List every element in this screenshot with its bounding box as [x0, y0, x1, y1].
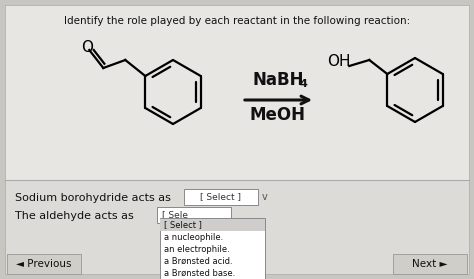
Text: v: v [262, 192, 268, 202]
FancyBboxPatch shape [160, 219, 265, 231]
Text: Next ►: Next ► [412, 259, 448, 269]
Text: a Brønsted acid.: a Brønsted acid. [164, 256, 233, 266]
FancyBboxPatch shape [5, 5, 469, 180]
FancyBboxPatch shape [157, 207, 231, 223]
FancyBboxPatch shape [393, 254, 467, 274]
Text: [ Select ]: [ Select ] [201, 193, 241, 201]
Text: OH: OH [328, 54, 351, 69]
FancyBboxPatch shape [5, 180, 469, 274]
FancyBboxPatch shape [7, 254, 81, 274]
Text: a Brønsted base.: a Brønsted base. [164, 268, 235, 278]
FancyBboxPatch shape [184, 189, 258, 205]
Text: [ Sele: [ Sele [162, 210, 188, 220]
Text: [ Select ]: [ Select ] [164, 220, 202, 230]
Text: ◄ Previous: ◄ Previous [16, 259, 72, 269]
Text: The aldehyde acts as: The aldehyde acts as [15, 211, 134, 221]
Text: a nucleophile.: a nucleophile. [164, 232, 223, 242]
Text: Identify the role played by each reactant in the following reaction:: Identify the role played by each reactan… [64, 16, 410, 26]
Text: an electrophile.: an electrophile. [164, 244, 230, 254]
Text: NaBH: NaBH [252, 71, 304, 89]
Text: O: O [81, 40, 93, 54]
Text: 4: 4 [299, 79, 307, 89]
Text: Sodium borohydride acts as: Sodium borohydride acts as [15, 193, 171, 203]
FancyBboxPatch shape [160, 218, 265, 279]
Text: MeOH: MeOH [250, 106, 306, 124]
